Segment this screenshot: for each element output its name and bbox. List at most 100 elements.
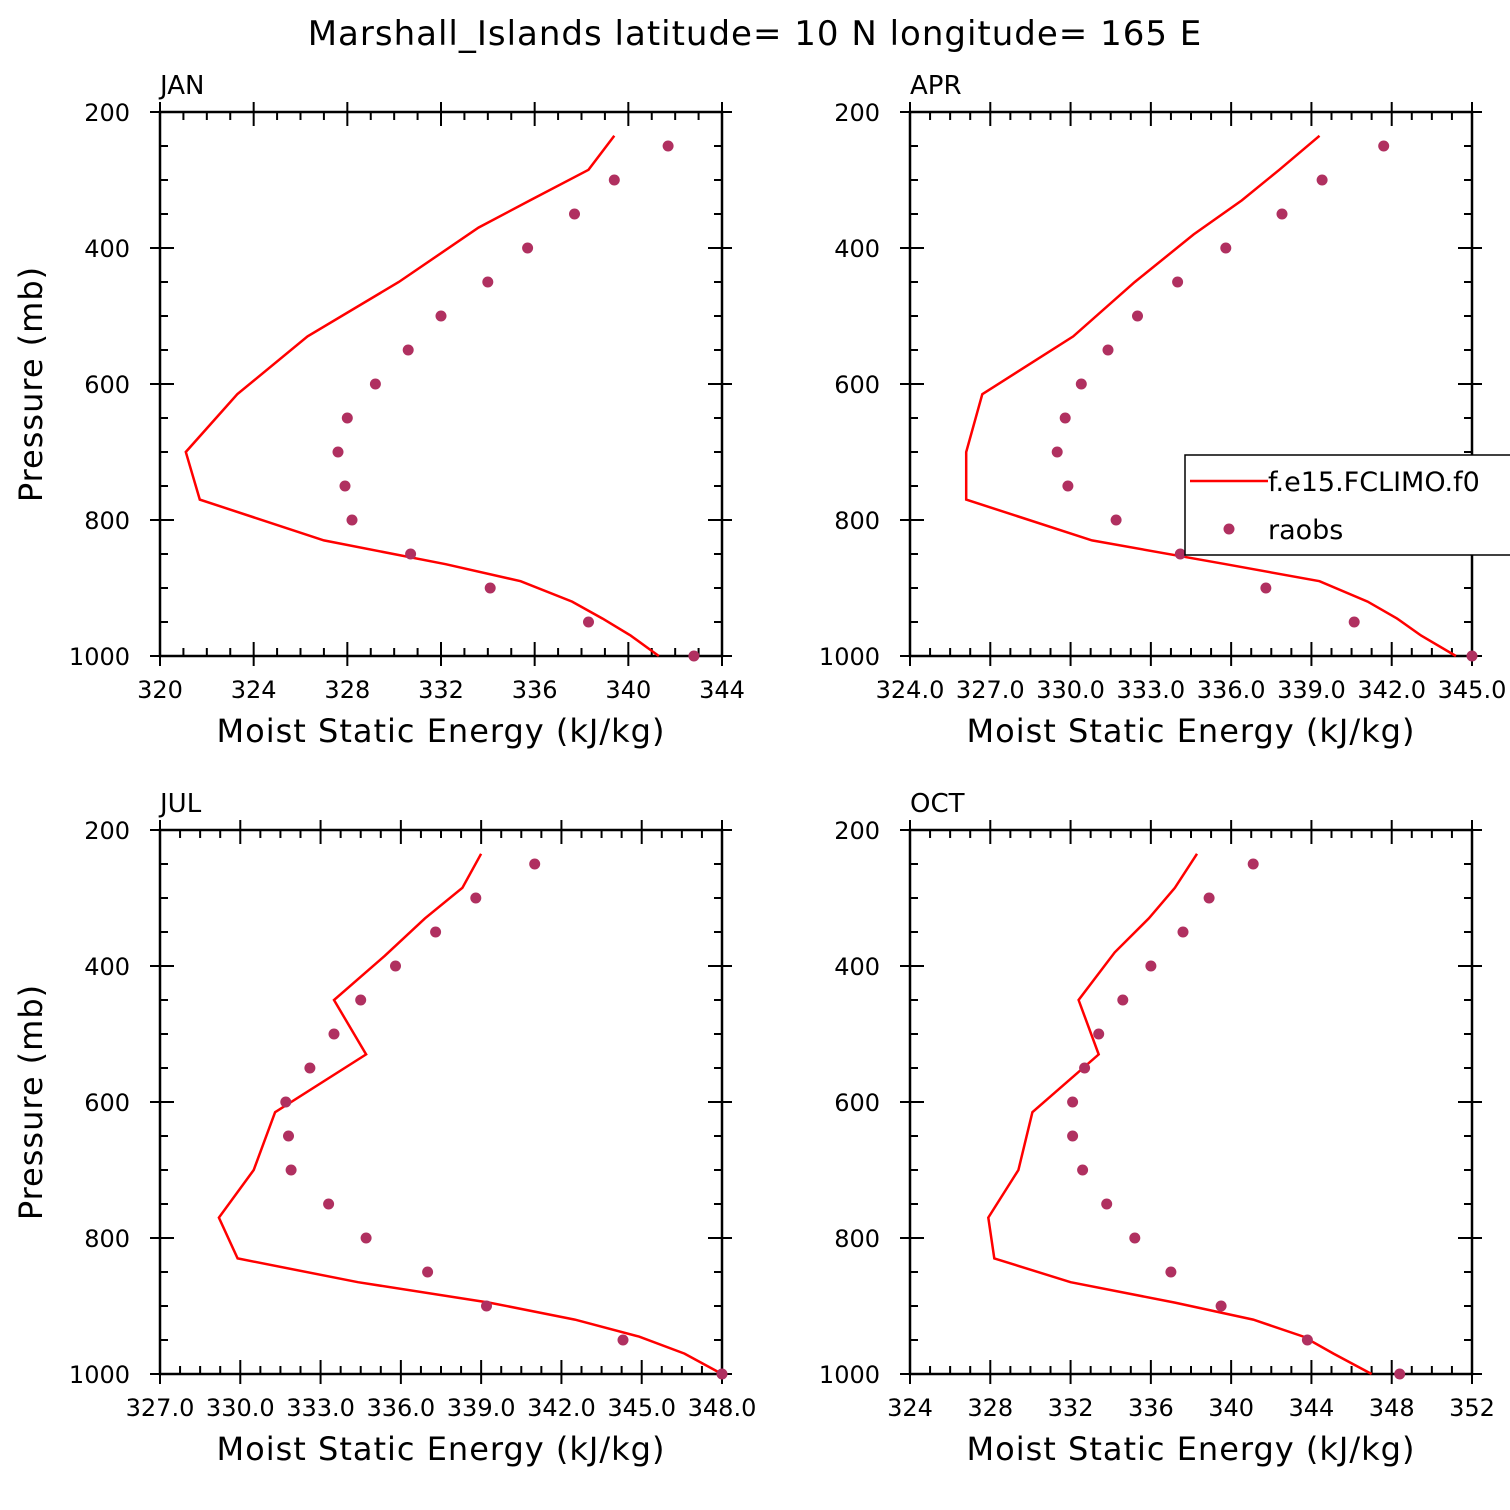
raobs-point bbox=[1348, 616, 1360, 628]
y-tick-label: 400 bbox=[834, 953, 880, 981]
x-tick-label: 340 bbox=[605, 676, 651, 704]
raobs-point bbox=[529, 858, 541, 870]
raobs-point bbox=[1067, 1130, 1079, 1142]
raobs-point bbox=[355, 994, 367, 1006]
raobs-point bbox=[280, 1096, 292, 1108]
raobs-point bbox=[662, 140, 674, 152]
plot-frame bbox=[908, 828, 1474, 1376]
y-tick-label: 800 bbox=[84, 507, 130, 535]
raobs-point bbox=[1316, 174, 1328, 186]
x-axis-label: Moist Static Energy (kJ/kg) bbox=[217, 712, 666, 750]
raobs-point bbox=[470, 892, 482, 904]
raobs-point bbox=[1215, 1300, 1227, 1312]
y-tick-label: 200 bbox=[84, 817, 130, 845]
x-tick-label: 333.0 bbox=[286, 1394, 355, 1422]
legend-box bbox=[1184, 454, 1510, 556]
raobs-point bbox=[339, 480, 351, 492]
y-tick-label: 1000 bbox=[819, 643, 880, 671]
x-tick-label: 330.0 bbox=[1036, 676, 1105, 704]
raobs-point bbox=[617, 1334, 629, 1346]
raobs-point bbox=[481, 1300, 492, 1312]
y-tick-label: 1000 bbox=[69, 1361, 130, 1389]
raobs-point bbox=[1203, 892, 1215, 904]
x-axis-label: Moist Static Energy (kJ/kg) bbox=[967, 712, 1416, 750]
legend-raobs-marker bbox=[1223, 523, 1235, 535]
x-tick-label: 348 bbox=[1369, 1394, 1415, 1422]
raobs-point bbox=[402, 344, 414, 356]
raobs-point bbox=[405, 548, 417, 560]
raobs-point bbox=[583, 616, 594, 628]
y-tick-label: 400 bbox=[84, 953, 130, 981]
raobs-point bbox=[332, 446, 344, 458]
x-tick-label: 342.0 bbox=[527, 1394, 596, 1422]
raobs-point bbox=[1110, 514, 1122, 526]
y-tick-label: 1000 bbox=[819, 1361, 880, 1389]
y-tick-label: 800 bbox=[834, 507, 880, 535]
raobs-point bbox=[1132, 310, 1143, 322]
raobs-point bbox=[435, 310, 447, 322]
y-tick-label: 200 bbox=[834, 99, 880, 127]
x-tick-label: 352 bbox=[1449, 1394, 1495, 1422]
raobs-point bbox=[1174, 548, 1186, 560]
raobs-point bbox=[1394, 1368, 1406, 1380]
legend: f.e15.FCLIMO.f0 raobs bbox=[1184, 454, 1510, 556]
x-tick-label: 344 bbox=[699, 676, 745, 704]
raobs-point bbox=[1117, 994, 1129, 1006]
x-tick-label: 336 bbox=[1128, 1394, 1174, 1422]
x-tick-label: 327.0 bbox=[956, 676, 1025, 704]
x-tick-label: 324.0 bbox=[876, 676, 945, 704]
raobs-point bbox=[522, 242, 534, 254]
x-tick-label: 332 bbox=[1048, 1394, 1094, 1422]
plot-frame bbox=[158, 828, 724, 1376]
model-profile-line bbox=[964, 134, 1457, 658]
raobs-point bbox=[304, 1062, 316, 1074]
raobs-point bbox=[1378, 140, 1390, 152]
raobs-point bbox=[1466, 650, 1478, 662]
x-tick-label: 345.0 bbox=[1438, 676, 1507, 704]
raobs-point bbox=[688, 650, 700, 662]
raobs-point bbox=[328, 1028, 340, 1040]
x-tick-label: 327.0 bbox=[126, 1394, 195, 1422]
raobs-point bbox=[569, 208, 580, 220]
y-tick-label: 600 bbox=[834, 371, 880, 399]
legend-raobs-label: raobs bbox=[1268, 515, 1343, 546]
panel-label: APR bbox=[910, 71, 962, 101]
raobs-point bbox=[1276, 208, 1288, 220]
x-tick-label: 328 bbox=[324, 676, 370, 704]
x-tick-label: 336.0 bbox=[1197, 676, 1266, 704]
raobs-point bbox=[1220, 242, 1232, 254]
y-tick-label: 400 bbox=[84, 235, 130, 263]
raobs-point bbox=[1165, 1266, 1177, 1278]
raobs-point bbox=[283, 1130, 294, 1142]
y-tick-label: 800 bbox=[84, 1225, 130, 1253]
x-tick-label: 324 bbox=[887, 1394, 933, 1422]
legend-model-label: f.e15.FCLIMO.f0 bbox=[1268, 467, 1480, 498]
panel-jul: JUL 200 400 600 800 1000 327.0 330.0 333.0 336.0 3… bbox=[12, 789, 756, 1468]
raobs-point bbox=[1102, 344, 1114, 356]
x-tick-label: 328 bbox=[967, 1394, 1013, 1422]
raobs-point bbox=[1077, 1164, 1089, 1176]
y-axis-label: Pressure (mb) bbox=[12, 266, 50, 502]
model-profile-line bbox=[986, 853, 1373, 1376]
raobs-point bbox=[1101, 1198, 1113, 1210]
raobs-point bbox=[1145, 960, 1157, 972]
panel-label: JAN bbox=[158, 71, 204, 101]
y-tick-label: 400 bbox=[834, 235, 880, 263]
raobs-point bbox=[323, 1198, 335, 1210]
model-profile-line bbox=[184, 135, 660, 658]
raobs-point bbox=[430, 926, 442, 938]
raobs-point bbox=[422, 1266, 434, 1278]
x-tick-label: 340 bbox=[1208, 1394, 1254, 1422]
raobs-point bbox=[716, 1368, 728, 1380]
raobs-point bbox=[369, 378, 381, 390]
plot-frame bbox=[158, 110, 724, 658]
y-tick-label: 600 bbox=[84, 371, 130, 399]
raobs-point bbox=[1129, 1232, 1141, 1244]
raobs-point bbox=[1177, 926, 1189, 938]
y-tick-label: 600 bbox=[84, 1089, 130, 1117]
raobs-point bbox=[1093, 1028, 1105, 1040]
